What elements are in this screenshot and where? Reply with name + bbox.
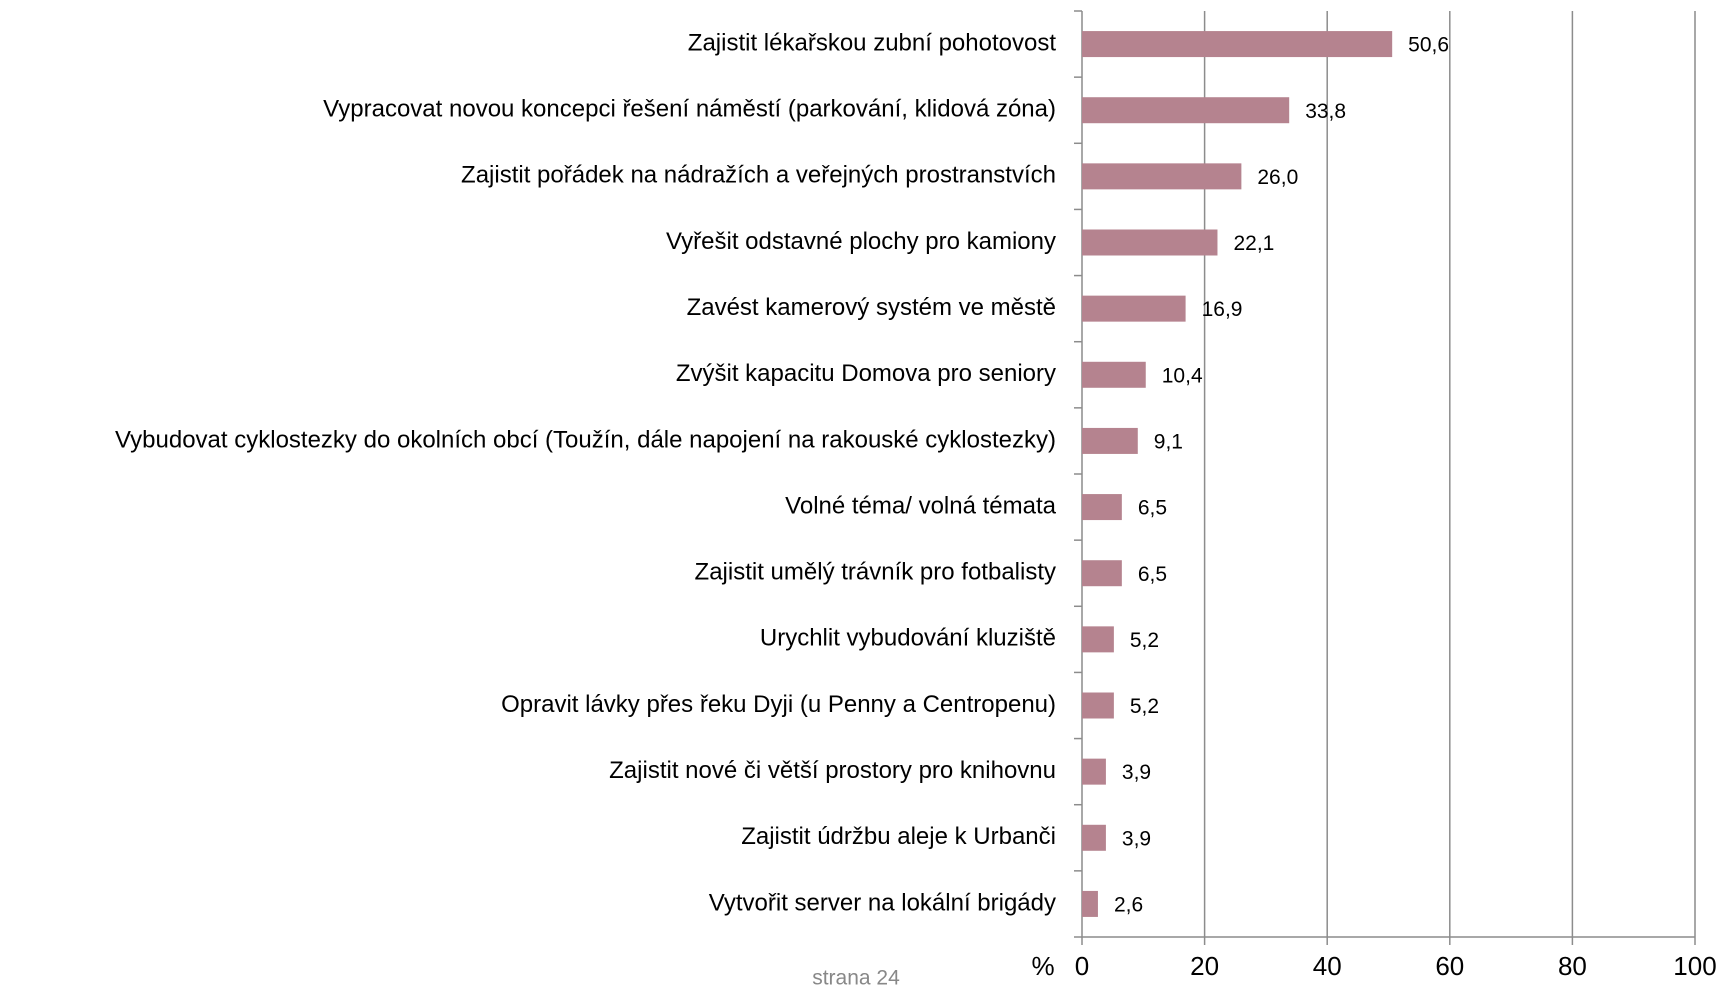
y-tick-label: Vytvořit server na lokální brigády <box>709 889 1056 916</box>
value-label: 6,5 <box>1138 497 1167 520</box>
bar <box>1082 560 1122 587</box>
x-axis-label: % <box>1031 951 1054 981</box>
bar <box>1082 494 1122 521</box>
y-tick-label: Zajistit pořádek na nádražích a veřejnýc… <box>461 162 1056 189</box>
bar <box>1082 427 1138 454</box>
y-tick-label: Zajistit umělý trávník pro fotbalisty <box>695 559 1056 586</box>
bar <box>1082 163 1242 190</box>
footer: strana 24 <box>812 967 900 990</box>
x-tick-label: 100 <box>1673 951 1716 981</box>
y-tick-label: Zvýšit kapacitu Domova pro seniory <box>676 360 1056 387</box>
y-tick-label: Zajistit lékařskou zubní pohotovost <box>688 29 1057 56</box>
y-tick-label: Opravit lávky přes řeku Dyji (u Penny a … <box>501 691 1056 718</box>
value-label: 6,5 <box>1138 563 1167 586</box>
value-label: 22,1 <box>1233 232 1274 255</box>
bar <box>1082 692 1114 719</box>
value-label: 10,4 <box>1162 364 1203 387</box>
y-tick-label: Urychlit vybudování kluziště <box>760 625 1056 652</box>
y-tick-label: Vybudovat cyklostezky do okolních obcí (… <box>115 426 1056 453</box>
x-tick-label: 80 <box>1558 951 1587 981</box>
bar <box>1082 295 1186 322</box>
x-tick-label: 20 <box>1190 951 1219 981</box>
bar <box>1082 361 1146 388</box>
bar <box>1082 824 1106 851</box>
x-tick-label: 40 <box>1313 951 1342 981</box>
y-tick-label: Volné téma/ volná témata <box>785 492 1056 519</box>
value-label: 3,9 <box>1122 827 1151 850</box>
bar <box>1082 31 1393 58</box>
value-label: 16,9 <box>1202 298 1243 321</box>
y-tick-label: Vyřešit odstavné plochy pro kamiony <box>666 228 1056 255</box>
value-label: 50,6 <box>1408 34 1449 57</box>
y-tick-label: Vypracovat novou koncepci řešení náměstí… <box>323 96 1056 123</box>
x-tick-label: 60 <box>1435 951 1464 981</box>
value-label: 5,2 <box>1130 629 1159 652</box>
value-label: 5,2 <box>1130 695 1159 718</box>
bar <box>1082 97 1290 124</box>
value-label: 33,8 <box>1305 100 1346 123</box>
y-tick-label: Zajistit nové či větší prostory pro knih… <box>609 757 1056 784</box>
bar <box>1082 229 1218 256</box>
value-label: 26,0 <box>1257 166 1298 189</box>
bar <box>1082 890 1098 917</box>
value-label: 2,6 <box>1114 893 1143 916</box>
y-tick-label: Zajistit údržbu aleje k Urbanči <box>741 823 1056 850</box>
value-label: 9,1 <box>1154 430 1183 453</box>
value-label: 3,9 <box>1122 761 1151 784</box>
y-tick-label: Zavést kamerový systém ve městě <box>687 294 1056 321</box>
x-tick-label: 0 <box>1075 951 1089 981</box>
bar <box>1082 626 1114 653</box>
bar <box>1082 758 1106 785</box>
